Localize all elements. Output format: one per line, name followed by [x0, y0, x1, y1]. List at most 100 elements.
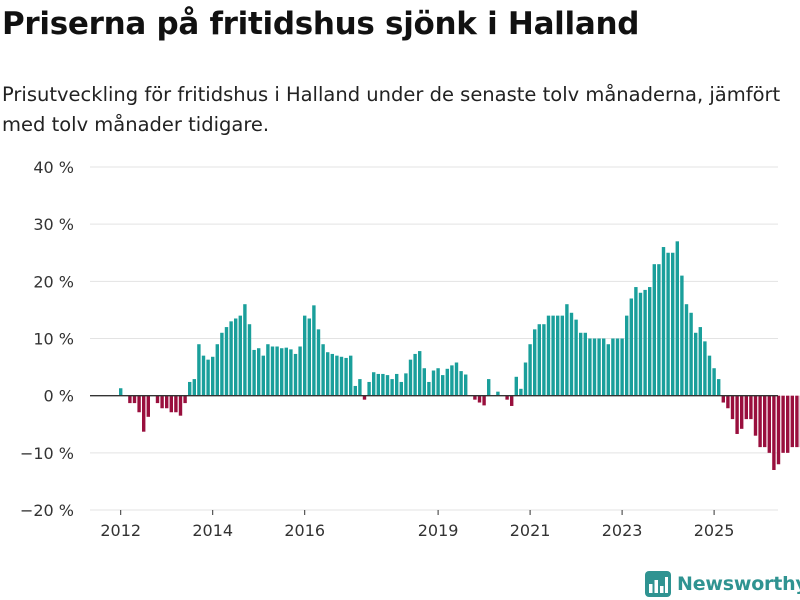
bar: [441, 375, 445, 396]
bar: [192, 379, 196, 396]
bar: [220, 332, 224, 396]
bar: [763, 395, 767, 448]
bar: [588, 338, 592, 396]
bar: [666, 252, 670, 396]
bar: [316, 329, 321, 396]
newsworthy-logo-icon: [645, 571, 671, 597]
bar: [482, 395, 486, 406]
bar: [137, 395, 141, 413]
bar: [431, 370, 436, 396]
bar: [183, 395, 187, 404]
bar: [790, 395, 794, 448]
bar: [321, 344, 325, 396]
bar: [606, 344, 610, 396]
y-tick-label: 0 %: [44, 387, 74, 406]
bar: [795, 395, 799, 448]
bar: [142, 395, 146, 432]
x-axis-labels: 2012 2014 2016 2019 2021 2023 2025: [100, 510, 734, 540]
bar: [740, 395, 744, 429]
bar: [257, 348, 261, 396]
bar: [652, 264, 656, 396]
x-tick-label: 2025: [694, 521, 735, 540]
bar: [174, 395, 178, 413]
bar: [523, 362, 528, 396]
bar: [211, 356, 215, 396]
newsworthy-logo: Newsworthy: [645, 570, 800, 598]
bar: [165, 395, 169, 409]
bar: [758, 395, 762, 448]
bar: [155, 395, 160, 404]
bar: [395, 373, 399, 396]
bar: [390, 379, 394, 396]
page-title: Priserna på fritidshus sjönk i Halland: [2, 6, 640, 42]
bar: [206, 359, 210, 396]
bar: [427, 381, 431, 396]
bar: [661, 247, 666, 396]
bar: [638, 292, 643, 396]
bar: [592, 338, 597, 396]
bar: [735, 395, 739, 434]
bar: [602, 338, 606, 396]
bar: [261, 355, 265, 396]
bar: [238, 315, 242, 396]
bar: [556, 315, 560, 396]
bar: [464, 374, 468, 396]
bar: [560, 315, 564, 396]
bar: [408, 359, 413, 396]
bar: [786, 395, 790, 453]
brand-name: Newsworthy: [677, 573, 800, 595]
bar: [252, 349, 256, 396]
bar: [707, 355, 712, 396]
x-tick-label: 2014: [192, 521, 233, 540]
y-tick-label: 30 %: [33, 215, 74, 234]
bar: [243, 304, 247, 396]
bar: [298, 346, 302, 396]
bar: [459, 371, 463, 396]
y-tick-label: 40 %: [33, 158, 74, 177]
bar: [721, 395, 725, 403]
bar: [247, 324, 252, 396]
bar: [694, 332, 698, 396]
bar: [119, 388, 123, 396]
bar: [372, 372, 376, 396]
bar: [473, 395, 477, 400]
bar: [270, 346, 275, 396]
bar: [730, 395, 735, 420]
bar: [358, 379, 362, 396]
bar: [510, 395, 514, 406]
bar: [689, 312, 693, 396]
bar: [344, 357, 348, 396]
bar: [680, 275, 684, 396]
bar: [574, 319, 578, 396]
bar: [698, 327, 702, 396]
y-tick-label: 10 %: [33, 330, 74, 349]
bar: [620, 338, 624, 396]
bar: [684, 304, 689, 396]
bar: [293, 353, 298, 396]
bar: [781, 395, 785, 453]
bar: [201, 355, 206, 396]
bar: [404, 373, 408, 396]
bar: [477, 395, 482, 403]
bar: [505, 395, 509, 400]
bar: [215, 344, 219, 396]
bar: [565, 304, 569, 396]
x-tick-label: 2023: [602, 521, 643, 540]
bar: [349, 355, 353, 396]
bar: [744, 395, 748, 420]
bar-chart: 40 %30 %20 %10 %0 %−10 %−20 % 2012 2014 20…: [20, 158, 800, 540]
bar: [643, 289, 647, 396]
bar: [579, 332, 583, 396]
bar: [330, 353, 334, 396]
bar: [188, 381, 192, 396]
bar: [335, 355, 339, 396]
bar: [648, 287, 652, 396]
bar: [772, 395, 776, 470]
bar: [454, 362, 459, 396]
bar: [224, 327, 229, 396]
bar: [753, 395, 758, 436]
bar: [385, 375, 390, 396]
bar: [169, 395, 173, 413]
bar: [353, 385, 357, 396]
bar: [128, 395, 132, 404]
